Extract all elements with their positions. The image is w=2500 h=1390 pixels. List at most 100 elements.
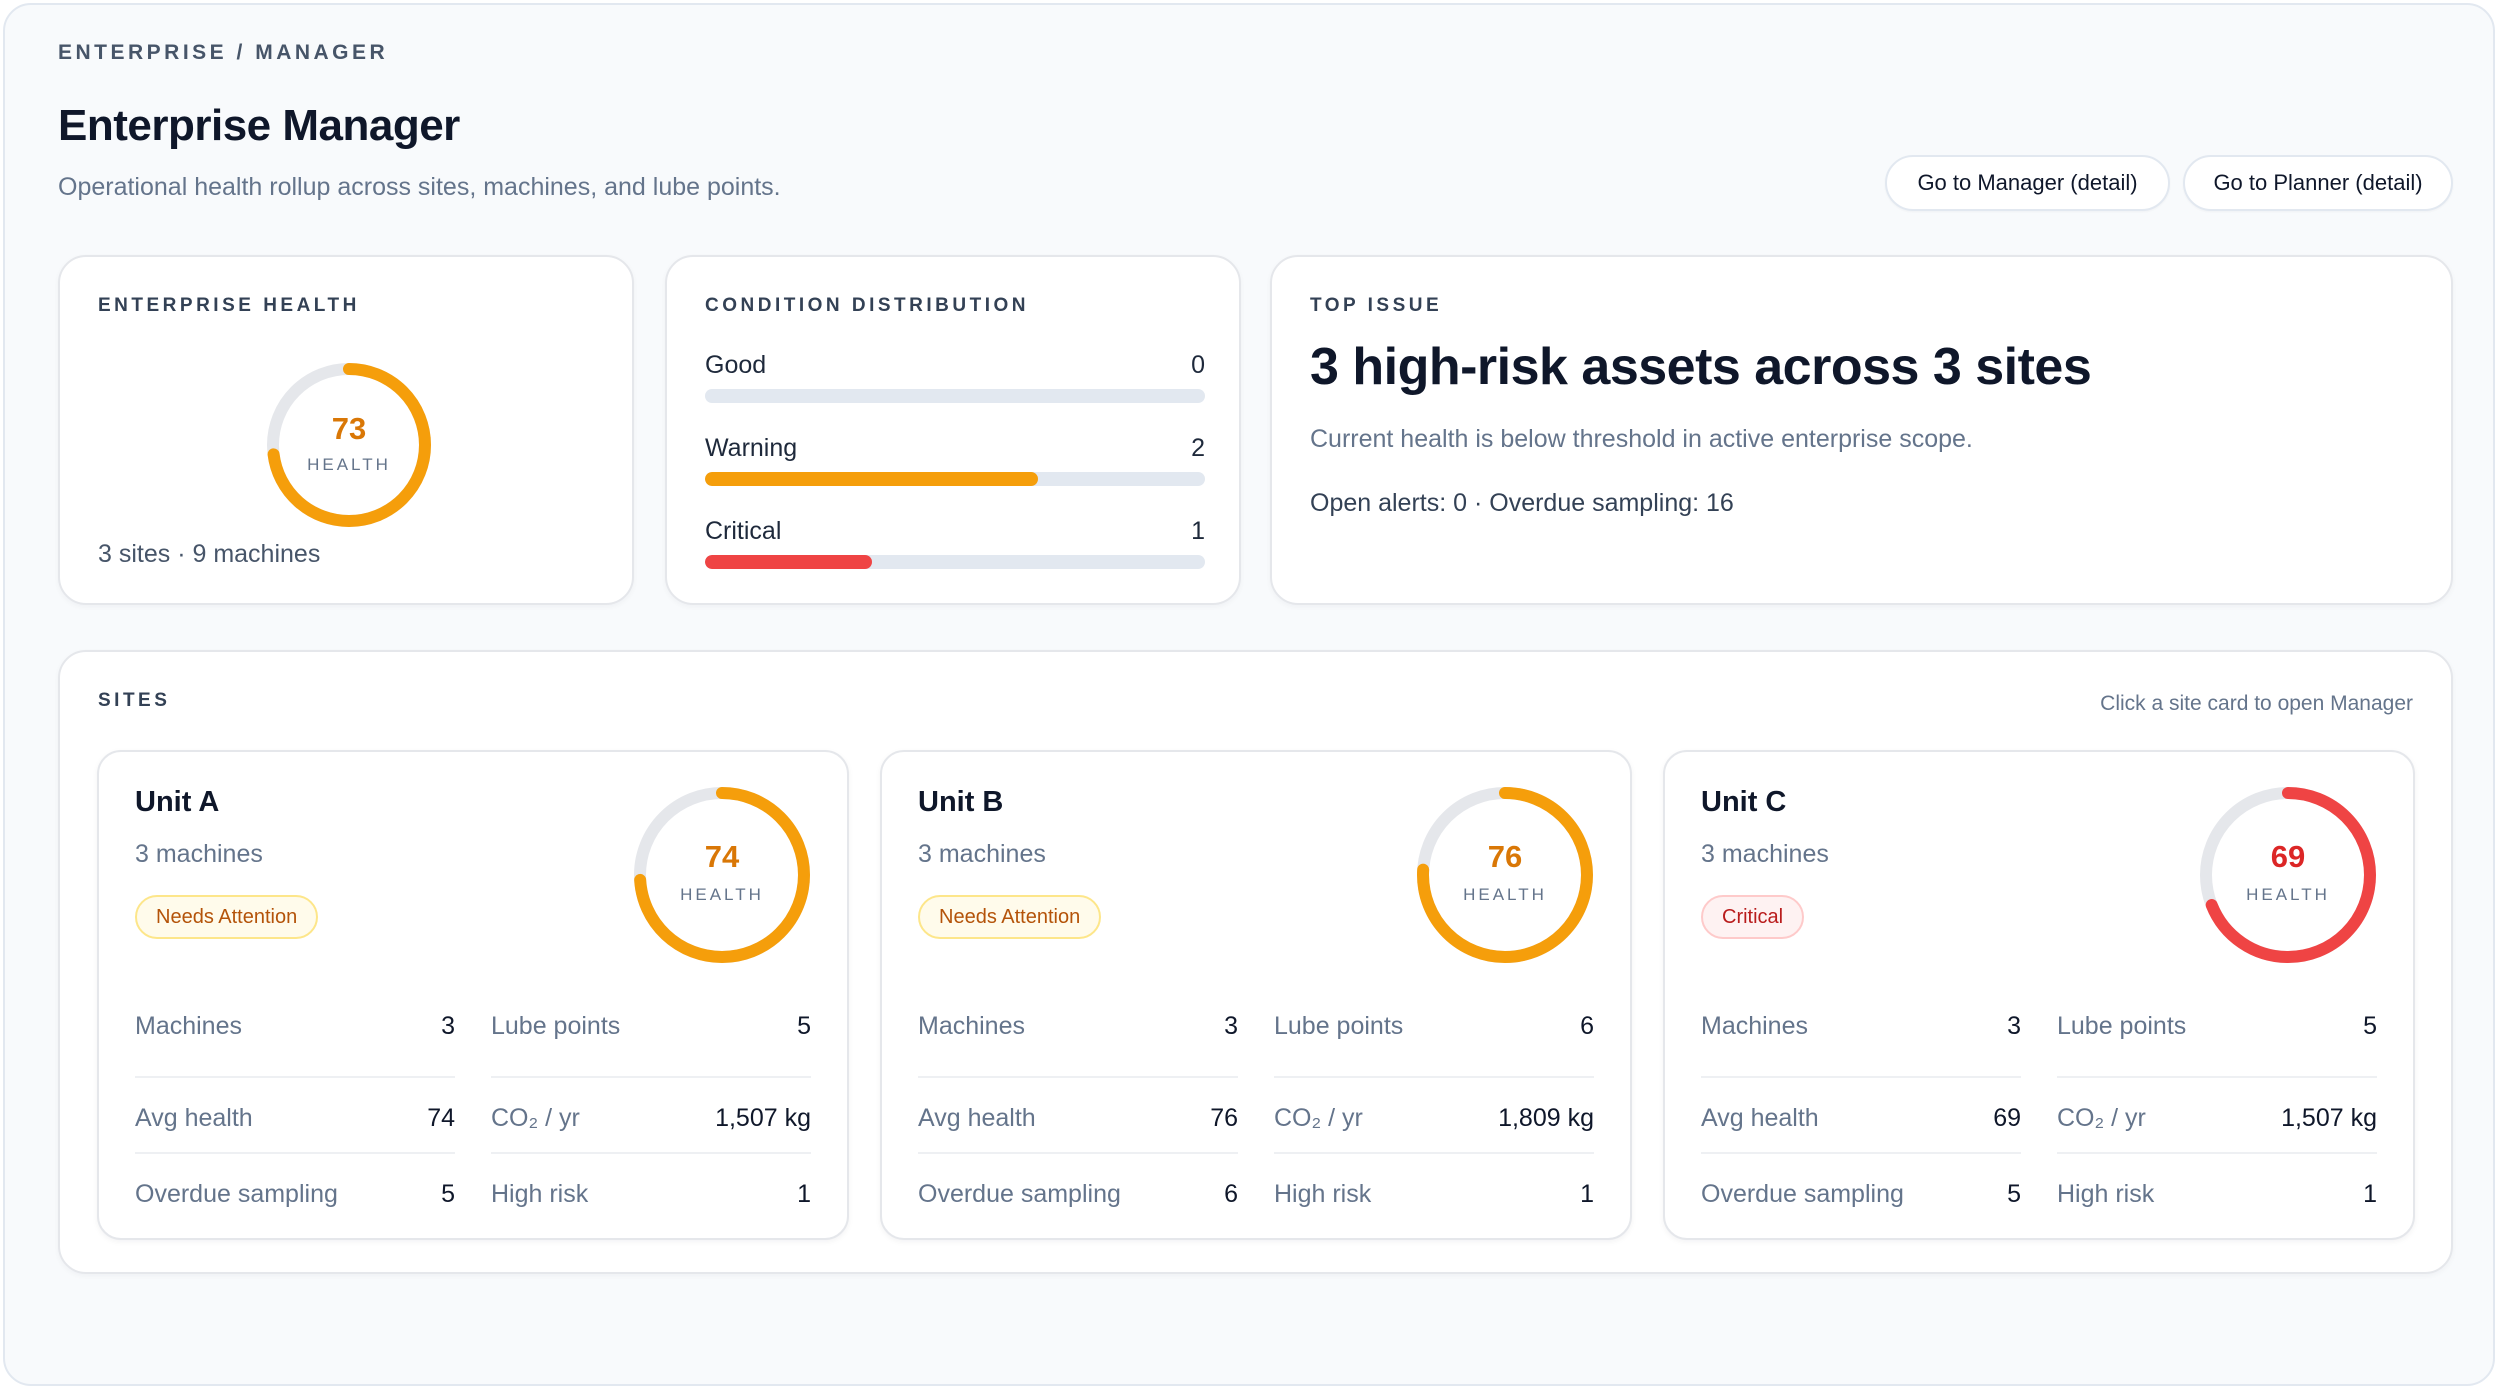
metric-label: Lube points bbox=[491, 1012, 621, 1040]
card-label: SITES bbox=[98, 690, 171, 711]
metric-row: Lube points 5 bbox=[491, 1000, 811, 1076]
metric-label: Lube points bbox=[2057, 1012, 2187, 1040]
status-badge: Critical bbox=[1701, 895, 1805, 939]
metric-row: CO₂ / yr 1,507 kg bbox=[2057, 1076, 2377, 1152]
card-label: TOP ISSUE bbox=[1310, 295, 1443, 316]
metric-value: 1 bbox=[797, 1180, 811, 1208]
metric-label: Machines bbox=[1701, 1012, 1808, 1040]
metric-label: Overdue sampling bbox=[1701, 1180, 1904, 1208]
metric-value: 1 bbox=[1580, 1180, 1594, 1208]
metric-row: Avg health 69 bbox=[1701, 1076, 2021, 1152]
metric-row: Lube points 5 bbox=[2057, 1000, 2377, 1076]
metric-value: 5 bbox=[797, 1012, 811, 1040]
distribution-label: Critical bbox=[705, 517, 782, 545]
metric-value: 5 bbox=[2007, 1180, 2021, 1208]
site-machine-count: 3 machines bbox=[918, 840, 1046, 868]
site-machine-count: 3 machines bbox=[135, 840, 263, 868]
metric-row: Avg health 76 bbox=[918, 1076, 1238, 1152]
gauge-ring bbox=[634, 787, 810, 963]
site-machine-count: 3 machines bbox=[1701, 840, 1829, 868]
site-health-value: 69 bbox=[2270, 839, 2306, 874]
metric-label: High risk bbox=[1274, 1180, 1372, 1208]
metrics-left: Machines 3 Avg health 69 Overdue sampling 5 bbox=[1701, 1000, 2021, 1228]
metric-label: Overdue sampling bbox=[135, 1180, 338, 1208]
enterprise-health-gauge: 73 HEALTH bbox=[263, 359, 435, 531]
metric-value: 3 bbox=[2007, 1012, 2021, 1040]
metric-value: 6 bbox=[1224, 1180, 1238, 1208]
metric-value: 74 bbox=[427, 1104, 455, 1132]
health-summary: 3 sites · 9 machines bbox=[98, 540, 321, 568]
go-to-planner-button[interactable]: Go to Planner (detail) bbox=[2183, 155, 2453, 211]
metric-label: High risk bbox=[491, 1180, 589, 1208]
metric-label: Machines bbox=[135, 1012, 242, 1040]
metrics-right: Lube points 5 CO₂ / yr 1,507 kg High risk 1 bbox=[491, 1000, 811, 1228]
metric-row: Machines 3 bbox=[1701, 1000, 2021, 1076]
enterprise-health-value: 73 bbox=[331, 411, 367, 446]
site-name: Unit C bbox=[1701, 786, 1787, 818]
go-to-manager-button[interactable]: Go to Manager (detail) bbox=[1885, 155, 2170, 211]
app-frame: ENTERPRISE / MANAGER Enterprise Manager … bbox=[3, 3, 2495, 1386]
site-name: Unit B bbox=[918, 786, 1004, 818]
gauge-arc bbox=[1417, 787, 1593, 963]
metric-row: Avg health 74 bbox=[135, 1076, 455, 1152]
metrics-left: Machines 3 Avg health 74 Overdue sampling 5 bbox=[135, 1000, 455, 1228]
metric-value: 1,809 kg bbox=[1498, 1104, 1594, 1132]
card-label: ENTERPRISE HEALTH bbox=[98, 295, 360, 316]
site-card-unit-b[interactable]: Unit B 3 machines Needs Attention 76 HEA… bbox=[880, 750, 1632, 1240]
metrics-right: Lube points 5 CO₂ / yr 1,507 kg High risk 1 bbox=[2057, 1000, 2377, 1228]
sites-section: SITES Click a site card to open Manager … bbox=[58, 650, 2453, 1274]
metric-row: Machines 3 bbox=[135, 1000, 455, 1076]
distribution-count: 0 bbox=[1191, 351, 1205, 379]
metric-row: Lube points 6 bbox=[1274, 1000, 1594, 1076]
metric-row: CO₂ / yr 1,507 kg bbox=[491, 1076, 811, 1152]
metric-label: Lube points bbox=[1274, 1012, 1404, 1040]
metric-label: Avg health bbox=[918, 1104, 1036, 1132]
enterprise-health-card: ENTERPRISE HEALTH 73 HEALTH 3 sites · 9 … bbox=[58, 255, 634, 605]
metric-value: 3 bbox=[441, 1012, 455, 1040]
top-issue-stats: Open alerts: 0 · Overdue sampling: 16 bbox=[1310, 489, 1734, 517]
gauge-ring bbox=[2200, 787, 2376, 963]
top-issue-card: TOP ISSUE 3 high-risk assets across 3 si… bbox=[1270, 255, 2453, 605]
metric-row: Machines 3 bbox=[918, 1000, 1238, 1076]
metric-row: High risk 1 bbox=[2057, 1152, 2377, 1228]
metric-label: Avg health bbox=[135, 1104, 253, 1132]
metric-label: Machines bbox=[918, 1012, 1025, 1040]
gauge-caption: HEALTH bbox=[680, 885, 764, 904]
metric-row: Overdue sampling 6 bbox=[918, 1152, 1238, 1228]
site-card-unit-c[interactable]: Unit C 3 machines Critical 69 HEALTH Mac… bbox=[1663, 750, 2415, 1240]
metric-value: 3 bbox=[1224, 1012, 1238, 1040]
page-subtitle: Operational health rollup across sites, … bbox=[58, 173, 781, 201]
page-title: Enterprise Manager bbox=[58, 101, 460, 150]
gauge-arc bbox=[267, 363, 431, 527]
distribution-count: 2 bbox=[1191, 434, 1205, 462]
site-health-gauge: 69 HEALTH bbox=[2196, 783, 2380, 967]
metric-label: CO₂ / yr bbox=[1274, 1104, 1363, 1132]
sites-hint: Click a site card to open Manager bbox=[2100, 692, 2413, 715]
metric-value: 1 bbox=[2363, 1180, 2377, 1208]
metric-row: High risk 1 bbox=[1274, 1152, 1594, 1228]
metric-value: 5 bbox=[2363, 1012, 2377, 1040]
gauge-ring bbox=[1417, 787, 1593, 963]
metric-label: CO₂ / yr bbox=[2057, 1104, 2146, 1132]
top-issue-headline: 3 high-risk assets across 3 sites bbox=[1310, 338, 2092, 396]
distribution-fill bbox=[705, 472, 1038, 486]
metric-value: 1,507 kg bbox=[2281, 1104, 2377, 1132]
distribution-bar bbox=[705, 389, 1205, 403]
gauge-caption: HEALTH bbox=[2246, 885, 2330, 904]
status-badge: Needs Attention bbox=[918, 895, 1102, 939]
site-health-gauge: 74 HEALTH bbox=[630, 783, 814, 967]
card-label: CONDITION DISTRIBUTION bbox=[705, 295, 1029, 316]
status-badge: Needs Attention bbox=[135, 895, 319, 939]
metric-row: Overdue sampling 5 bbox=[1701, 1152, 2021, 1228]
metric-row: Overdue sampling 5 bbox=[135, 1152, 455, 1228]
metric-value: 69 bbox=[1993, 1104, 2021, 1132]
condition-distribution-card: CONDITION DISTRIBUTION Good 0 Warning 2 … bbox=[665, 255, 1241, 605]
metric-label: Avg health bbox=[1701, 1104, 1819, 1132]
metric-value: 1,507 kg bbox=[715, 1104, 811, 1132]
gauge-arc bbox=[2200, 787, 2376, 963]
distribution-fill bbox=[705, 555, 872, 569]
site-health-value: 76 bbox=[1487, 839, 1523, 874]
site-card-unit-a[interactable]: Unit A 3 machines Needs Attention 74 HEA… bbox=[97, 750, 849, 1240]
distribution-label: Warning bbox=[705, 434, 798, 462]
distribution-bar bbox=[705, 472, 1205, 486]
